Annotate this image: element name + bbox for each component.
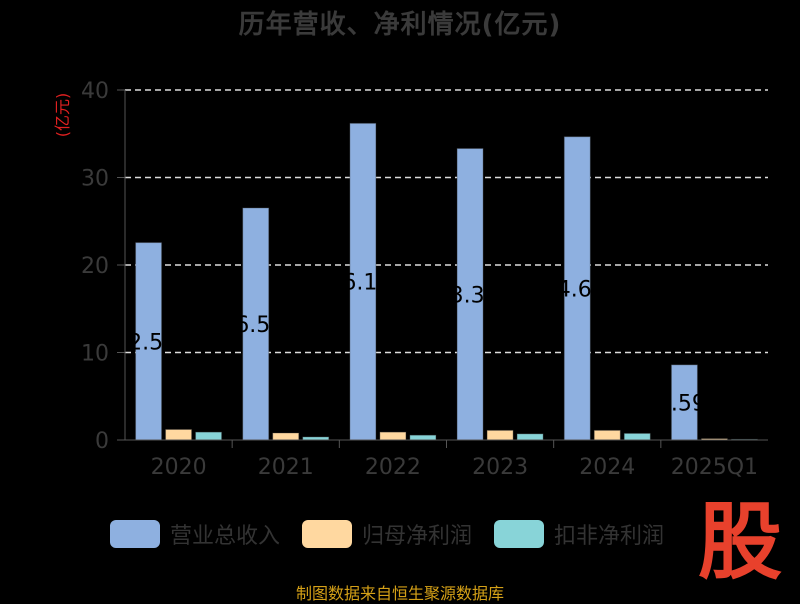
- x-tick-label: 2020: [151, 455, 207, 480]
- x-tick-label: 2023: [472, 455, 528, 480]
- legend-label-net-profit: 归母净利润: [362, 524, 473, 549]
- legend-label-revenue: 营业总收入: [170, 524, 281, 549]
- y-tick-label: 30: [81, 167, 109, 192]
- bar-net-profit[interactable]: [593, 429, 621, 441]
- logo: 股: [697, 492, 782, 591]
- legend-label-deducted-profit: 扣非净利润: [554, 524, 665, 549]
- source-note: 制图数据来自恒生聚源数据库: [295, 584, 504, 603]
- bar-deducted-profit[interactable]: [195, 431, 223, 441]
- y-tick-label: 0: [95, 429, 109, 454]
- bar-revenue[interactable]: [242, 207, 270, 441]
- data-label: 2.56: [128, 330, 177, 355]
- legend-item-revenue[interactable]: 营业总收入: [110, 518, 280, 550]
- bar-net-profit[interactable]: [272, 432, 300, 441]
- bar-deducted-profit[interactable]: [623, 432, 651, 441]
- bar-deducted-profit[interactable]: [409, 434, 437, 441]
- chart-title: 历年营收、净利情况(亿元): [238, 10, 562, 40]
- legend-swatch-net-profit: [302, 520, 353, 548]
- data-label: 3.31: [450, 283, 499, 308]
- data-label: 4.66: [557, 277, 606, 302]
- bar-revenue[interactable]: [670, 364, 698, 441]
- bar-net-profit[interactable]: [165, 429, 193, 441]
- data-label: .59: [671, 391, 706, 416]
- bar-revenue[interactable]: [135, 242, 163, 441]
- x-tick-label: 2024: [579, 455, 635, 480]
- data-label: 6.52: [235, 313, 284, 338]
- bar-net-profit[interactable]: [379, 431, 407, 441]
- y-axis-unit: (亿元): [53, 93, 72, 138]
- data-label: 6.19: [342, 271, 391, 296]
- legend-item-net-profit[interactable]: 归母净利润: [302, 518, 472, 550]
- bar-net-profit[interactable]: [486, 429, 514, 441]
- y-tick-label: 20: [81, 254, 109, 279]
- bar-deducted-profit[interactable]: [516, 433, 544, 441]
- y-tick-label: 10: [81, 342, 109, 367]
- x-tick-label: 2025Q1: [671, 455, 758, 480]
- y-tick-label: 40: [81, 79, 109, 104]
- legend-item-deducted-profit[interactable]: 扣非净利润: [494, 518, 664, 550]
- x-tick-label: 2022: [365, 455, 421, 480]
- x-tick-label: 2021: [258, 455, 314, 480]
- legend-swatch-deducted-profit: [494, 520, 545, 548]
- legend-swatch-revenue: [110, 520, 160, 548]
- legend: 营业总收入 归母净利润 扣非净利润: [110, 518, 686, 550]
